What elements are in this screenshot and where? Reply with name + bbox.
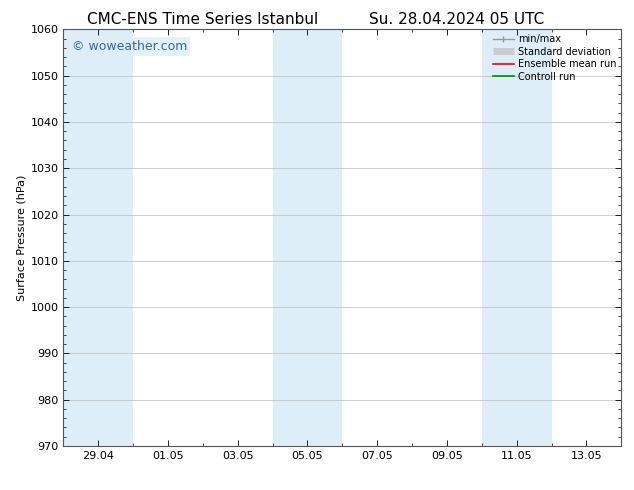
Y-axis label: Surface Pressure (hPa): Surface Pressure (hPa) — [16, 174, 26, 301]
Bar — [482, 29, 552, 446]
Text: CMC-ENS Time Series Istanbul: CMC-ENS Time Series Istanbul — [87, 12, 318, 27]
Text: Su. 28.04.2024 05 UTC: Su. 28.04.2024 05 UTC — [369, 12, 544, 27]
Text: © woweather.com: © woweather.com — [72, 40, 187, 53]
Legend: min/max, Standard deviation, Ensemble mean run, Controll run: min/max, Standard deviation, Ensemble me… — [491, 32, 618, 83]
Bar — [63, 29, 133, 446]
Bar — [273, 29, 342, 446]
